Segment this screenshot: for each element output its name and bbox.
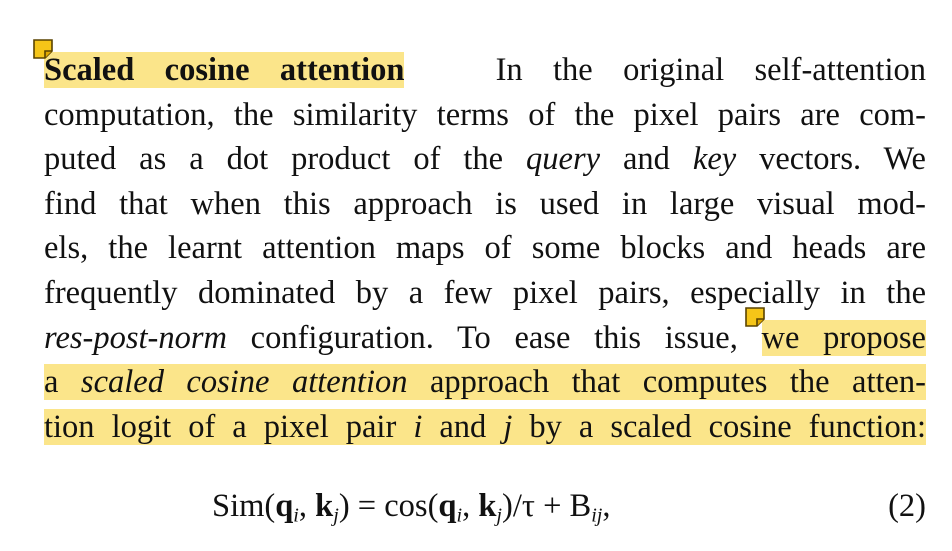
text-line-2: computation, the similarity terms of the… [44,93,926,138]
line-9-part-c: by a scaled cosine function: [512,408,926,445]
term-scaled-cosine-attention: scaled cosine attention [80,364,408,401]
highlight-line-9[interactable]: tion logit of a pixel pair i and j by a … [44,408,926,445]
var-i: i [413,408,423,445]
line-1-text: In the original self-attention [495,52,926,88]
var-j: j [503,408,513,445]
eq-q: q [275,488,294,524]
eq-k-sub: j [333,504,339,527]
eq-q-2: q [438,488,457,524]
highlight-line-8[interactable]: a scaled cosine attention approach that … [44,364,926,401]
line-7-part-a: configuration. To ease this issue, [226,319,762,356]
line-8-part-b: approach that computes the atten- [407,364,926,401]
eq-equals-cos: ) = cos( [338,488,439,524]
paragraph-scaled-cosine-attention: Scaled cosine attention In the original … [44,48,926,449]
eq-comma-2: , [462,488,479,524]
equation-body: Sim(qi, kj) = cos(qi, kj)/τ + Bij, [212,484,611,528]
text-line-5: els, the learnt attention maps of some b… [44,226,926,271]
text-line-9: tion logit of a pixel pair i and j by a … [44,405,926,450]
eq-q-sub: i [293,504,299,527]
eq-sim: Sim( [212,488,276,524]
text-line-3: puted as a dot product of the query and … [44,137,926,182]
eq-b-sub: ij [591,504,603,527]
line-8-part-a: a [44,364,81,401]
section-heading[interactable]: Scaled cosine attention [44,52,405,88]
line-9-part-a: tion logit of a pixel pair [44,408,414,445]
line-4-text: find that when this approach is used in … [44,185,926,222]
highlight-start[interactable]: we propose [761,319,926,356]
eq-k-2: k [478,488,497,524]
line-2-text: computation, the similarity terms of the… [44,96,926,133]
text-line-4: find that when this approach is used in … [44,182,926,227]
line-3-part-b: and [600,141,693,178]
eq-end: , [602,488,611,524]
text-line-8: a scaled cosine attention approach that … [44,360,926,405]
eq-tail: )/τ + B [502,488,592,524]
sticky-note-icon[interactable] [744,306,766,328]
equation-2: Sim(qi, kj) = cos(qi, kj)/τ + Bij, (2) [0,484,952,534]
term-key: key [692,141,737,178]
line-3-part-c: vectors. We [736,141,926,178]
term-query: query [526,141,601,178]
text-line-6: frequently dominated by a few pixel pair… [44,271,926,316]
line-3-part-a: puted as a dot product of the [44,141,527,178]
eq-q-sub-2: i [456,504,463,527]
line-5-text: els, the learnt attention maps of some b… [44,230,926,267]
text-line-7: res-post-norm configuration. To ease thi… [44,316,926,361]
line-9-part-b: and [422,408,504,445]
eq-comma-1: , [298,488,316,524]
paper-page: Scaled cosine attention In the original … [44,48,926,449]
line-6-text: frequently dominated by a few pixel pair… [44,274,926,311]
sticky-note-icon[interactable] [32,38,54,60]
text-line-1: Scaled cosine attention In the original … [44,48,926,93]
eq-k: k [315,488,334,524]
eq-k-sub-2: j [496,504,503,527]
equation-number: (2) [888,488,926,524]
term-res-post-norm: res-post-norm [44,319,227,356]
